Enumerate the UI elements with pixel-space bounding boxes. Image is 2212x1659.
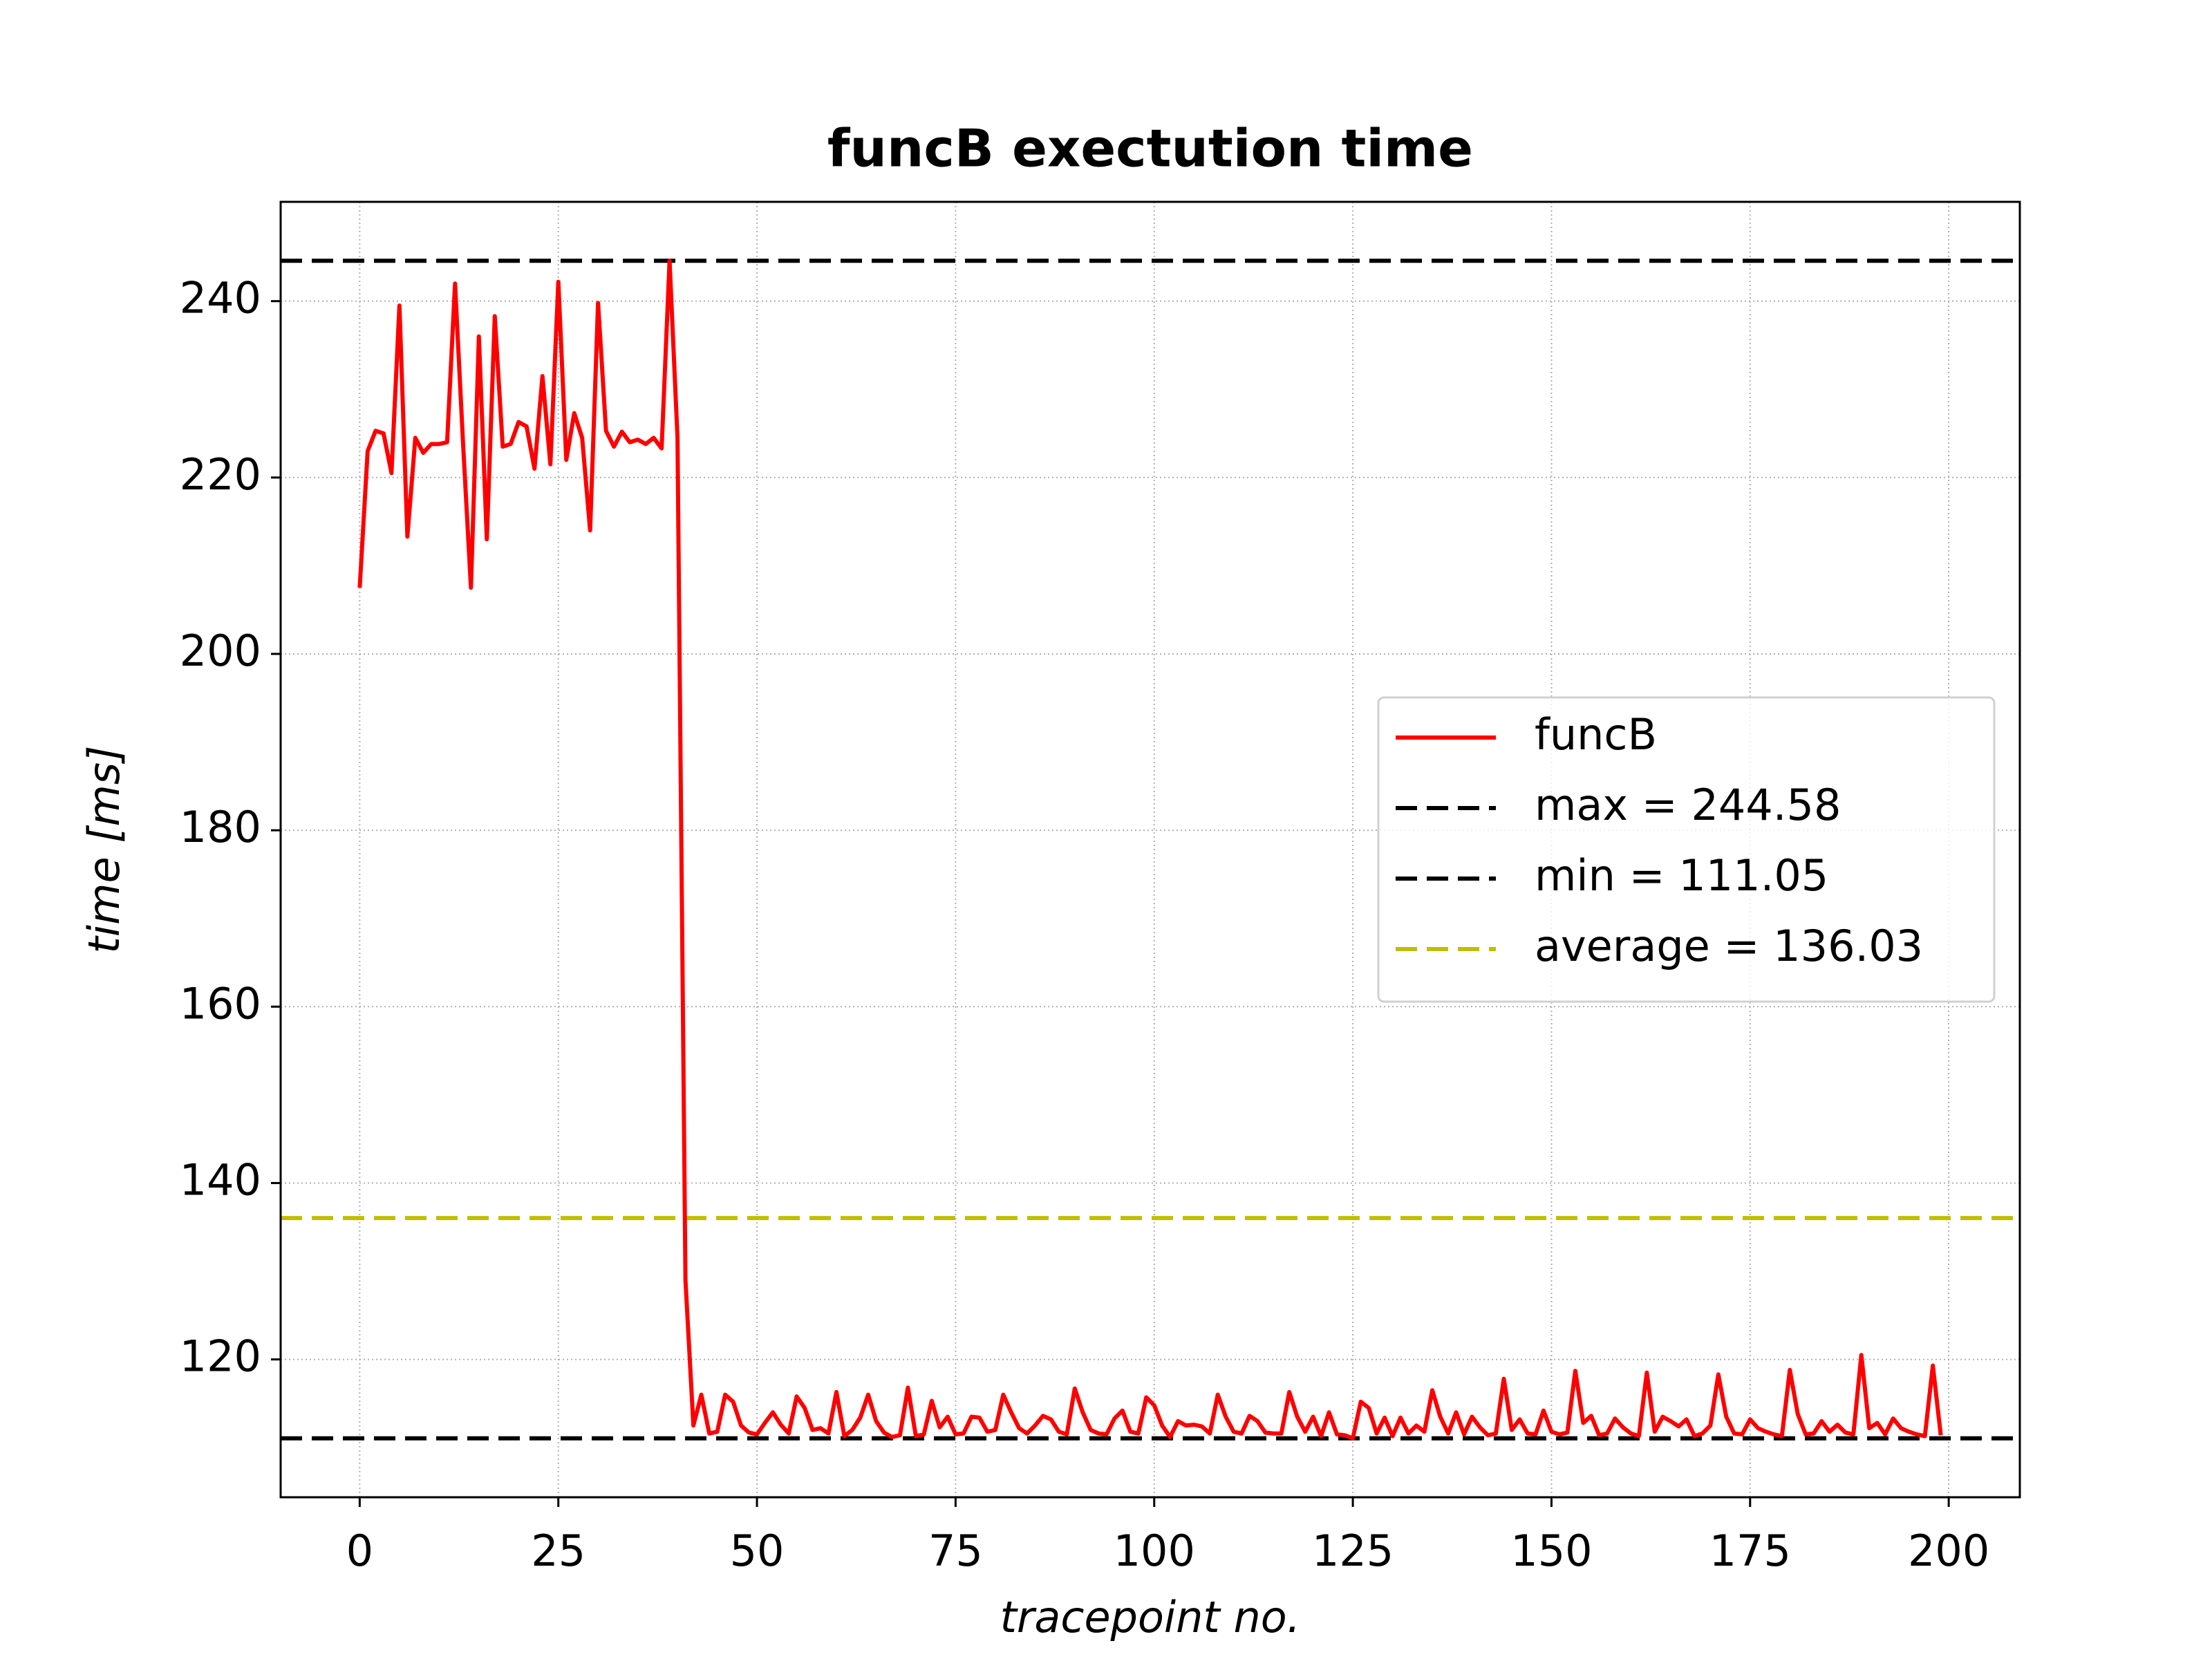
axes-frame: [279, 200, 2021, 1499]
y-tick-label: 140: [180, 1155, 261, 1206]
legend-label: funcB: [1535, 709, 1657, 760]
plot-area: [281, 259, 2020, 1441]
y-tick-label: 220: [180, 449, 261, 500]
y-tick-label: 240: [180, 273, 261, 324]
legend-label: min = 111.05: [1535, 850, 1828, 901]
x-tick-label: 50: [730, 1526, 785, 1576]
x-tick-label: 150: [1510, 1526, 1592, 1576]
chart-title: funcB exectution time: [827, 118, 1473, 179]
x-tick-label: 25: [531, 1526, 585, 1576]
x-tick-label: 75: [928, 1526, 983, 1576]
y-tick-label: 180: [180, 802, 261, 852]
x-tick-label: 175: [1709, 1526, 1791, 1576]
x-tick-label: 125: [1312, 1526, 1394, 1576]
x-axis-label: tracepoint no.: [1000, 1592, 1301, 1642]
x-tick-label: 100: [1114, 1526, 1195, 1576]
legend-box: [1377, 696, 1996, 1003]
legend-label: average = 136.03: [1535, 921, 1923, 971]
x-tick-label: 200: [1908, 1526, 1989, 1576]
data-line: [357, 259, 1943, 1441]
y-tick-label: 160: [180, 978, 261, 1029]
x-tick-label: 0: [346, 1526, 373, 1576]
y-axis-label: time [ms]: [79, 746, 129, 954]
y-tick-label: 200: [180, 626, 261, 676]
legend-label: max = 244.58: [1535, 780, 1841, 830]
y-tick-label: 120: [180, 1331, 261, 1382]
